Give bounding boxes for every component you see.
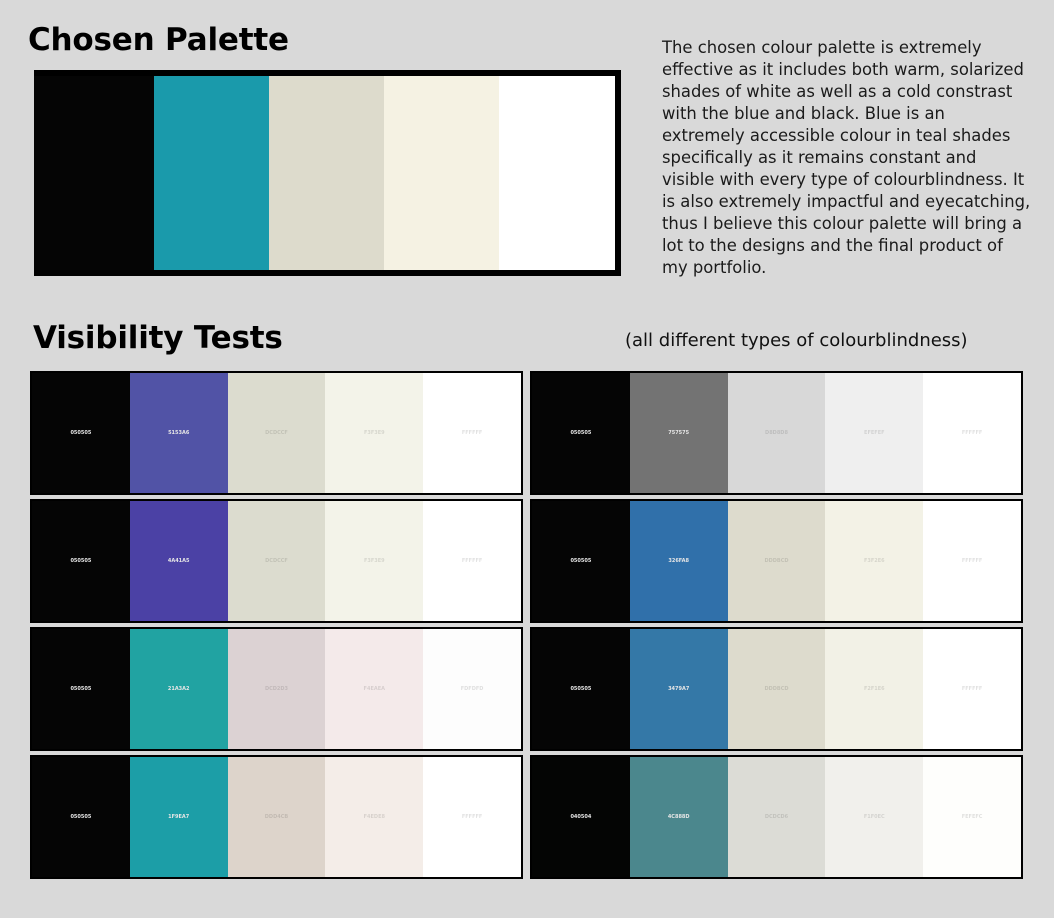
hex-label: FFFFFF	[961, 558, 983, 564]
test-swatch: 050505	[32, 629, 130, 749]
hex-label: 3479A7	[668, 686, 690, 692]
chosen-swatch-3	[269, 76, 384, 270]
chosen-swatch-4	[384, 76, 499, 270]
visibility-test-1: 050505 5153A6 DCDCCF F3F3E9 FFFFFF	[30, 371, 523, 495]
chosen-palette-strip	[34, 70, 621, 276]
hex-label: FDFDFD	[460, 686, 484, 692]
hex-label: D8D8D8	[765, 430, 788, 436]
hex-label: 050505	[570, 430, 592, 436]
hex-label: 326FA8	[668, 558, 690, 564]
hex-label: F4EDE8	[363, 814, 385, 820]
hex-label: 21A3A2	[167, 686, 190, 692]
hex-label: F3F3E9	[363, 558, 385, 564]
hex-label: 5153A6	[168, 430, 190, 436]
test-swatch: FFFFFF	[423, 501, 521, 621]
hex-label: DCDCD6	[764, 814, 789, 820]
hex-label: 4A41A5	[167, 558, 190, 564]
hex-label: 050505	[570, 686, 592, 692]
test-swatch: 040504	[532, 757, 630, 877]
test-swatch: 4C888D	[629, 757, 728, 877]
hex-label: 050505	[70, 814, 92, 820]
hex-label: 050505	[70, 430, 92, 436]
hex-label: DCD2D3	[264, 686, 289, 692]
test-swatch: F4EDE8	[325, 757, 424, 877]
test-swatch: F3F3E9	[325, 373, 424, 493]
chosen-swatch-5	[499, 76, 615, 270]
test-swatch: 757575	[629, 373, 728, 493]
test-swatch: DCD2D3	[227, 629, 326, 749]
hex-label: 050505	[70, 686, 92, 692]
hex-label: FFFFFF	[461, 814, 483, 820]
hex-label: DCDCCF	[265, 558, 288, 564]
test-swatch: 050505	[32, 757, 130, 877]
visibility-test-4: 050505 326FA8 DDDBCD F3F2E6 FFFFFF	[530, 499, 1023, 623]
palette-description: The chosen colour palette is extremely e…	[662, 38, 1031, 277]
test-swatch: 1F9EA7	[129, 757, 228, 877]
visibility-test-8: 040504 4C888D DCDCD6 F1F0EC FEFEFC	[530, 755, 1023, 879]
test-swatch: 050505	[32, 373, 130, 493]
visibility-test-6: 050505 3479A7 DDDBCD F2F1E6 FFFFFF	[530, 627, 1023, 751]
test-swatch: FEFEFC	[923, 757, 1021, 877]
test-swatch: 050505	[32, 501, 130, 621]
hex-label: FFFFFF	[461, 558, 483, 564]
hex-label: F3F2E6	[863, 558, 885, 564]
test-swatch: 4A41A5	[129, 501, 228, 621]
test-swatch: F3F2E6	[825, 501, 924, 621]
chosen-palette-title: Chosen Palette	[28, 22, 289, 58]
hex-label: 050505	[570, 558, 592, 564]
test-swatch: 5153A6	[129, 373, 228, 493]
visibility-test-7: 050505 1F9EA7 DDD4CB F4EDE8 FFFFFF	[30, 755, 523, 879]
test-swatch: F2F1E6	[825, 629, 924, 749]
test-swatch: EFEFEF	[825, 373, 924, 493]
hex-label: FFFFFF	[961, 686, 983, 692]
test-swatch: 21A3A2	[129, 629, 228, 749]
hex-label: F4EAEA	[363, 686, 386, 692]
colourblindness-note: (all different types of colourblindness)	[625, 330, 968, 351]
hex-label: 040504	[570, 814, 592, 820]
test-swatch: D8D8D8	[727, 373, 826, 493]
visibility-test-3: 050505 4A41A5 DCDCCF F3F3E9 FFFFFF	[30, 499, 523, 623]
test-swatch: FFFFFF	[923, 629, 1021, 749]
test-swatch: DCDCCF	[227, 501, 326, 621]
hex-label: F3F3E9	[363, 430, 385, 436]
test-swatch: DDD4CB	[227, 757, 326, 877]
hex-label: DCDCCF	[265, 430, 288, 436]
hex-label: DDDBCD	[764, 686, 789, 692]
hex-label: F1F0EC	[863, 814, 885, 820]
test-swatch: FDFDFD	[423, 629, 521, 749]
test-swatch: DDDBCD	[727, 629, 826, 749]
visibility-test-2: 050505 757575 D8D8D8 EFEFEF FFFFFF	[530, 371, 1023, 495]
visibility-tests-title: Visibility Tests	[33, 320, 283, 356]
hex-label: 1F9EA7	[168, 814, 190, 820]
test-swatch: 3479A7	[629, 629, 728, 749]
hex-label: DDD4CB	[264, 814, 289, 820]
hex-label: DDDBCD	[764, 558, 789, 564]
hex-label: FEFEFC	[961, 814, 983, 820]
test-swatch: 326FA8	[629, 501, 728, 621]
test-swatch: F1F0EC	[825, 757, 924, 877]
test-swatch: F3F3E9	[325, 501, 424, 621]
test-swatch: DCDCCF	[227, 373, 326, 493]
test-swatch: 050505	[532, 501, 630, 621]
test-swatch: F4EAEA	[325, 629, 424, 749]
test-swatch: 050505	[532, 629, 630, 749]
test-swatch: FFFFFF	[923, 373, 1021, 493]
test-swatch: FFFFFF	[423, 373, 521, 493]
test-swatch: DDDBCD	[727, 501, 826, 621]
hex-label: FFFFFF	[461, 430, 483, 436]
hex-label: F2F1E6	[863, 686, 885, 692]
visibility-test-5: 050505 21A3A2 DCD2D3 F4EAEA FDFDFD	[30, 627, 523, 751]
hex-label: EFEFEF	[864, 430, 885, 436]
hex-label: 757575	[668, 430, 690, 436]
test-swatch: FFFFFF	[423, 757, 521, 877]
chosen-swatch-2	[154, 76, 269, 270]
hex-label: FFFFFF	[961, 430, 983, 436]
test-swatch: 050505	[532, 373, 630, 493]
hex-label: 050505	[70, 558, 92, 564]
chosen-swatch-1	[34, 76, 154, 270]
test-swatch: FFFFFF	[923, 501, 1021, 621]
test-swatch: DCDCD6	[727, 757, 826, 877]
hex-label: 4C888D	[667, 814, 690, 820]
